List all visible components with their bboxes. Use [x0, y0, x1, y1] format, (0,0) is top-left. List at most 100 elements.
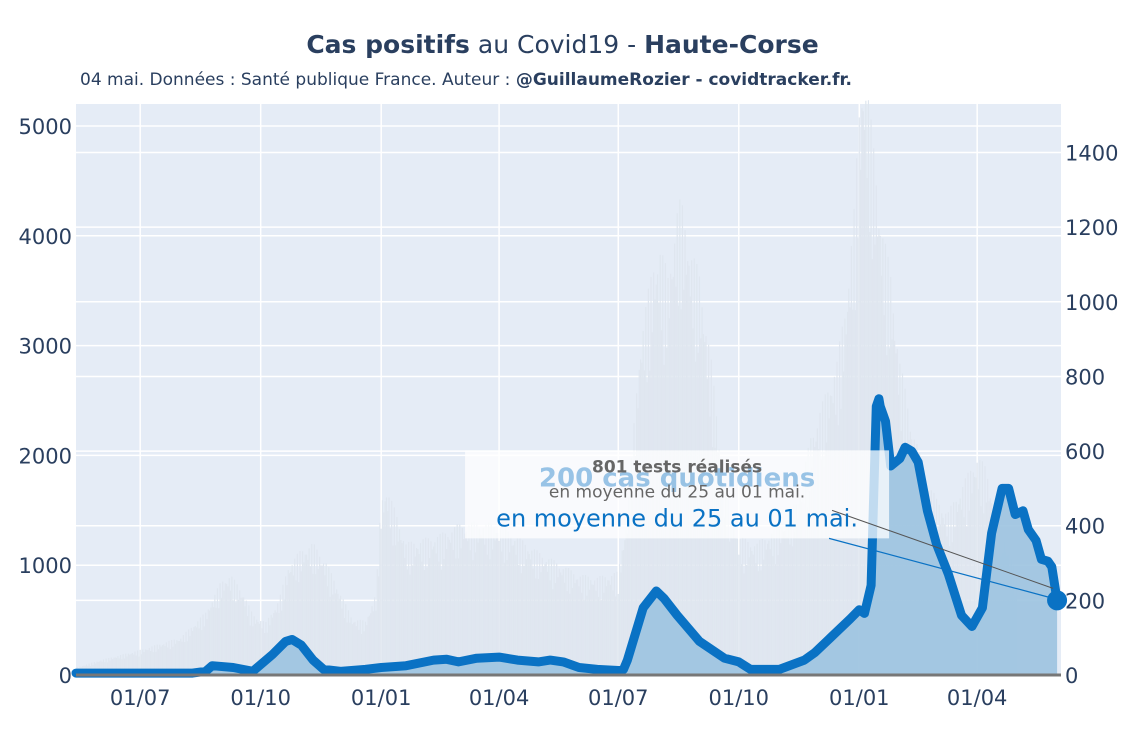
tests-bar [436, 536, 439, 675]
tests-bar [598, 596, 600, 675]
tests-bar [501, 551, 503, 675]
x-tick-label: 01/04 [947, 686, 1008, 710]
tests-bar [295, 580, 297, 675]
tests-bar [275, 612, 278, 675]
tests-bar [134, 651, 136, 675]
x-tick-label: 01/10 [709, 686, 770, 710]
tests-bar [979, 460, 981, 675]
tests-annotation-subtitle: en moyenne du 25 au 01 mai. [549, 482, 805, 502]
tests-bar [398, 529, 401, 675]
tests-bar [590, 580, 592, 675]
tests-bar [322, 563, 325, 675]
tests-bar [470, 522, 473, 675]
tests-bar [123, 658, 126, 675]
tests-bar [219, 583, 221, 675]
tests-bar [153, 645, 156, 675]
tests-bar [410, 541, 412, 675]
tests-bar [793, 504, 795, 675]
tests-bar [332, 594, 334, 675]
tests-bar [820, 459, 822, 675]
tests-bar [781, 527, 783, 675]
tests-bar [168, 640, 170, 675]
tests-bar [485, 523, 487, 675]
tests-bar [215, 607, 217, 675]
tests-bar [478, 528, 481, 675]
tests-bar [305, 554, 308, 675]
tests-bar [465, 531, 467, 675]
tests-bar [211, 602, 213, 675]
tests-bar [755, 563, 757, 675]
tests-bar [422, 539, 424, 675]
tests-bar [385, 497, 388, 675]
tests-bar [587, 576, 589, 675]
tests-bar [379, 522, 381, 675]
tests-bar [105, 658, 107, 675]
tests-bar [224, 583, 226, 675]
tests-bar [722, 479, 724, 675]
tests-bar [558, 568, 560, 675]
right-tick-label: 1400 [1065, 142, 1118, 166]
tests-bar [453, 527, 456, 675]
tests-bar [795, 504, 798, 675]
tests-bar [139, 649, 141, 675]
tests-bar [320, 565, 322, 675]
tests-bar [235, 602, 237, 675]
right-tick-label: 200 [1065, 589, 1105, 613]
tests-bar [110, 657, 112, 675]
tests-bar [768, 540, 770, 675]
tests-bar [464, 533, 466, 675]
tests-bar [556, 563, 558, 675]
tests-bar [723, 517, 725, 675]
tests-bar [129, 654, 131, 675]
tests-bar [119, 654, 122, 675]
tests-bar [563, 582, 566, 675]
tests-bar [393, 507, 395, 675]
tests-bar [744, 538, 746, 675]
tests-bar [727, 499, 729, 675]
tests-bar [785, 521, 787, 675]
tests-bar [532, 568, 534, 675]
tests-bar [253, 616, 255, 675]
tests-bar [430, 541, 432, 675]
tests-bar [270, 614, 272, 675]
tests-bar [287, 570, 289, 675]
tests-bar [739, 539, 741, 675]
tests-bar [353, 622, 355, 675]
tests-bar [296, 553, 298, 675]
tests-bar [859, 169, 862, 675]
tests-bar [336, 589, 338, 675]
tests-bar [613, 573, 615, 675]
tests-bar [381, 500, 384, 675]
tests-bar [577, 579, 579, 675]
tests-bar [571, 587, 574, 675]
tests-bar [746, 565, 748, 675]
tests-bar [384, 501, 386, 675]
tests-bar [679, 199, 681, 675]
tests-bar [569, 593, 571, 675]
tests-bar [870, 119, 872, 675]
tests-bar [967, 472, 969, 675]
tests-bar [502, 526, 504, 675]
tests-bar [778, 525, 780, 675]
tests-bar [324, 575, 326, 675]
tests-bar [440, 569, 443, 675]
tests-bar [789, 544, 791, 675]
tests-bar [402, 540, 405, 675]
tests-bar [732, 523, 735, 675]
tests-bar [313, 544, 315, 675]
tests-bar [351, 624, 353, 675]
tests-bar [561, 575, 563, 675]
tests-bar [858, 117, 860, 675]
tests-bar [199, 617, 202, 675]
tests-bar [812, 437, 815, 675]
tests-bar [380, 528, 382, 675]
tests-bar [243, 597, 245, 675]
tests-bar [862, 111, 864, 676]
tests-bar [473, 521, 475, 675]
tests-bar [117, 656, 119, 675]
tests-bar [508, 552, 511, 675]
tests-bar [717, 453, 719, 675]
tests-bar [853, 208, 855, 676]
tests-bar [757, 571, 760, 675]
tests-bar [372, 611, 374, 675]
